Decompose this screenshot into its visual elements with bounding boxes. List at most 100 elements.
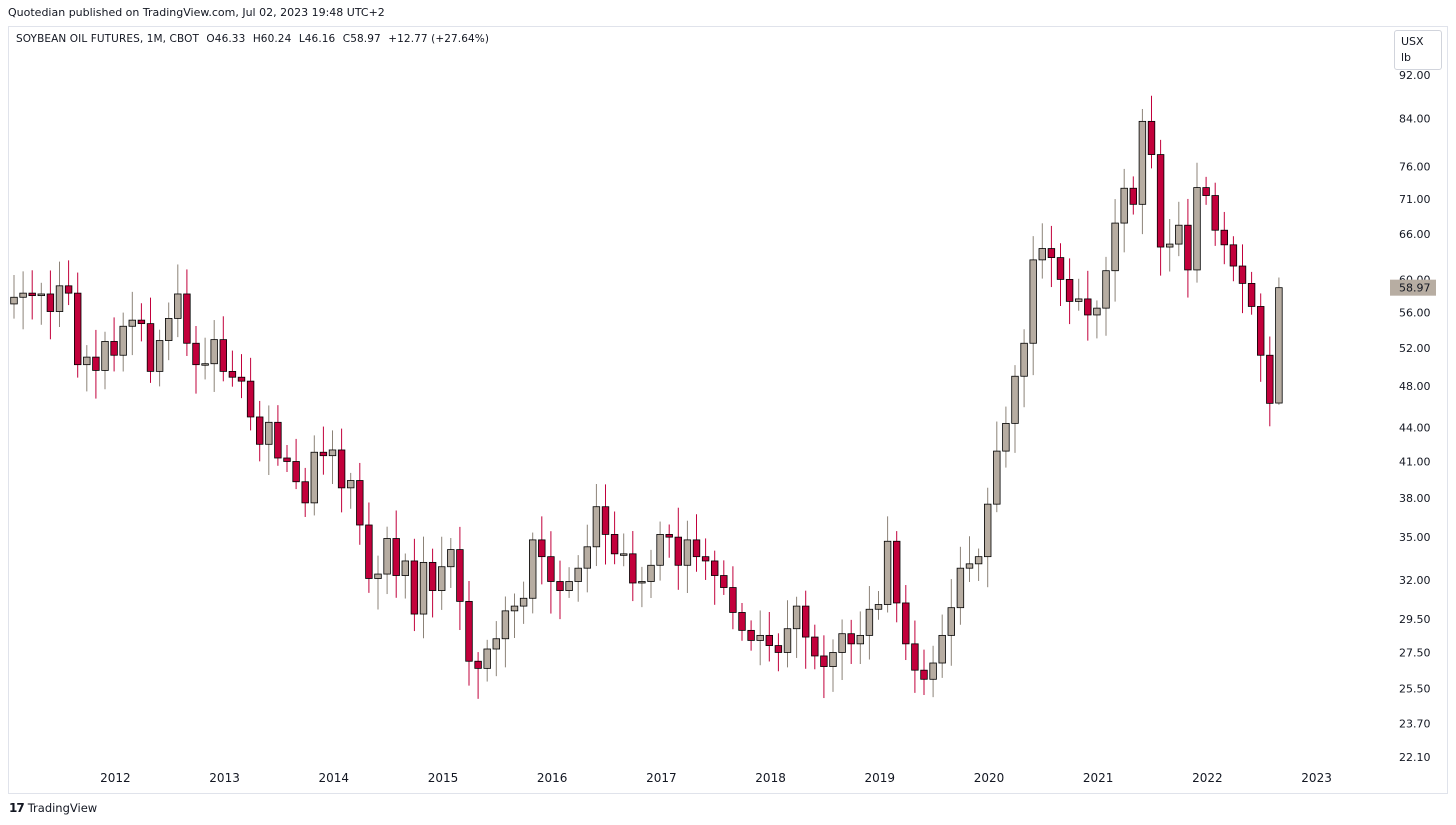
candle [1020, 329, 1028, 408]
candle [283, 444, 291, 472]
y-tick-label: 32.00 [1399, 574, 1431, 587]
last-price-tag: 58.97 [1390, 279, 1436, 296]
candle [137, 303, 146, 342]
candle-body [319, 451, 328, 457]
candle [792, 596, 801, 658]
candle-body [1084, 298, 1092, 316]
candle-body [965, 563, 974, 569]
candle [1238, 244, 1247, 314]
candle-body [610, 534, 619, 555]
candle-body [1275, 287, 1283, 404]
candle-body [874, 604, 883, 610]
candle [292, 438, 300, 490]
candle-body [902, 602, 910, 645]
candle [811, 624, 819, 670]
candle-body [565, 581, 573, 591]
candle-body [10, 296, 18, 305]
candle [255, 400, 264, 462]
unit-selector[interactable]: USX lb [1394, 30, 1442, 70]
candle [856, 611, 864, 665]
candle-body [1029, 259, 1037, 344]
candle [638, 566, 646, 608]
candle-body [974, 556, 983, 565]
y-tick-label: 25.50 [1399, 683, 1431, 696]
candle [656, 521, 664, 581]
legend-close: C58.97 [342, 33, 381, 45]
y-tick-label: 66.00 [1399, 228, 1431, 241]
candles-layer [10, 95, 1283, 699]
legend-symbol[interactable]: SOYBEAN OIL FUTURES, 1M, CBOT [16, 33, 199, 45]
legend-change: +12.77 (+27.64%) [388, 33, 490, 45]
candle-body [310, 451, 318, 504]
candle [146, 297, 155, 383]
candle [19, 271, 27, 330]
candle-body [783, 628, 792, 653]
y-tick-label: 35.00 [1399, 531, 1431, 544]
candle-body [283, 457, 291, 462]
x-tick-label: 2017 [646, 771, 677, 785]
candle [929, 645, 937, 698]
candle-body [1202, 187, 1210, 196]
x-tick-label: 2018 [755, 771, 786, 785]
candle-body [401, 560, 409, 576]
x-tick-label: 2013 [209, 771, 240, 785]
candle [192, 325, 200, 394]
candle-body [665, 534, 673, 538]
y-tick-label: 52.00 [1399, 342, 1431, 355]
chart-pane[interactable] [8, 26, 1448, 794]
candle [629, 531, 637, 602]
y-tick-label: 29.50 [1399, 613, 1431, 626]
candle-body [547, 556, 555, 582]
candle [556, 560, 564, 620]
candle [665, 524, 673, 558]
candle [1275, 277, 1283, 405]
y-tick-label: 56.00 [1399, 306, 1431, 319]
candle-body [774, 645, 783, 653]
candle [911, 620, 919, 693]
candle-body [1166, 243, 1174, 248]
candle-body [74, 292, 82, 366]
candle-body [865, 608, 874, 636]
candle-body [437, 566, 446, 591]
candle [64, 260, 73, 306]
candle-body [246, 380, 255, 418]
candle-body [529, 539, 537, 599]
candle-body [838, 633, 846, 653]
candle [155, 329, 164, 387]
candle-body [383, 538, 391, 575]
y-tick-label: 27.50 [1399, 646, 1431, 659]
tradingview-logo-icon: 17 [9, 801, 25, 815]
candle [956, 546, 965, 625]
candle [1038, 223, 1046, 279]
candle [692, 514, 701, 572]
tradingview-brand[interactable]: 17 TradingView [9, 801, 97, 815]
candle-body [456, 549, 464, 602]
candle [1029, 236, 1037, 376]
candle-body [1129, 187, 1137, 205]
candle-body [37, 293, 45, 297]
candle-body [1266, 354, 1274, 404]
candle-body [1220, 229, 1228, 246]
candle-body [146, 323, 155, 372]
candle [1229, 236, 1238, 282]
candle-body [19, 292, 27, 298]
candle [28, 270, 36, 320]
y-tick-label: 41.00 [1399, 455, 1431, 468]
publisher-line: Quotedian published on TradingView.com, … [8, 6, 385, 19]
candle-body [328, 449, 337, 457]
candle [437, 536, 446, 610]
candle-body [365, 524, 373, 579]
x-tick-label: 2021 [1083, 771, 1114, 785]
y-tick-label: 38.00 [1399, 492, 1431, 505]
candle [747, 620, 755, 651]
candle-body [64, 285, 73, 294]
candle-body [1229, 244, 1238, 267]
candle-body [374, 573, 382, 579]
candle-body [1257, 306, 1265, 356]
y-tick-label: 48.00 [1399, 380, 1431, 393]
candle [829, 639, 837, 692]
candle-body [255, 416, 264, 445]
candle-body [1138, 120, 1147, 205]
candle-body [620, 553, 628, 556]
